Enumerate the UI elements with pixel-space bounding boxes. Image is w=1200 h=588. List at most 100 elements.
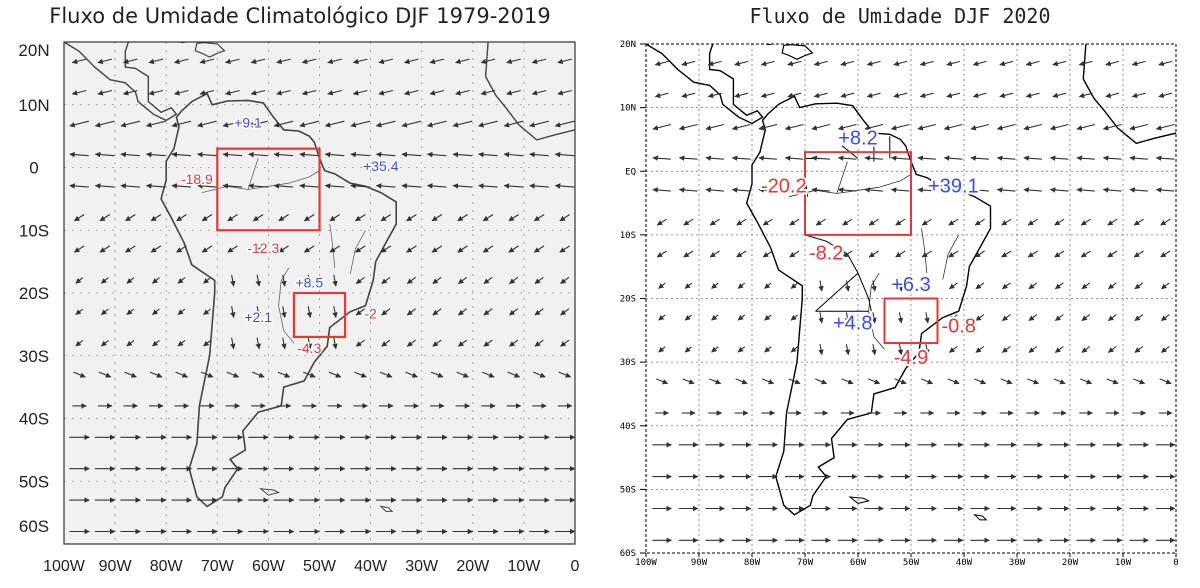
flux-arrow <box>503 151 524 158</box>
flux-arrow <box>709 250 720 258</box>
flux-arrow <box>731 123 751 131</box>
flux-arrow <box>1054 282 1064 290</box>
flux-arrow <box>818 343 824 356</box>
flux-arrow <box>684 282 693 289</box>
latitude-label: 30S <box>19 347 49 366</box>
flux-arrow <box>483 339 493 347</box>
flux-arrow <box>69 120 89 128</box>
flux-arrow <box>784 123 804 131</box>
flux-arrow <box>430 371 444 378</box>
flux-arrow <box>920 378 934 385</box>
flux-arrow <box>841 378 854 385</box>
flux-arrow <box>301 89 317 96</box>
flux-arrow <box>380 245 392 253</box>
flux-arrow <box>403 89 419 96</box>
flux-arrow <box>201 245 213 253</box>
river <box>278 267 295 344</box>
flux-arrow <box>378 58 394 65</box>
flux-arrow <box>120 120 141 128</box>
flux-arrow <box>1054 345 1064 353</box>
flux-arrow <box>252 214 264 222</box>
flux-arrow <box>176 245 187 253</box>
flux-arrow <box>683 250 694 258</box>
flux-arrow <box>506 58 521 65</box>
flux-arrow <box>125 245 136 253</box>
flux-arrow <box>705 187 724 193</box>
flux-value-negative: -20.2 <box>761 175 807 197</box>
flux-arrow <box>711 346 719 353</box>
flux-arrow <box>970 155 989 161</box>
flux-arrow <box>250 89 266 96</box>
flux-arrow <box>893 60 908 67</box>
flux-arrow <box>301 58 317 65</box>
flux-arrow <box>197 183 217 189</box>
flux-arrow <box>681 60 696 67</box>
longitude-label: 70W <box>797 558 814 568</box>
flux-arrow <box>230 337 236 350</box>
flux-arrow <box>897 280 904 292</box>
flux-arrow <box>506 89 521 96</box>
flux-arrow <box>815 250 826 258</box>
flux-arrow <box>1028 314 1038 322</box>
flux-arrow <box>837 187 857 193</box>
flux-arrow <box>226 371 240 378</box>
flux-arrow <box>324 183 345 189</box>
flux-arrow <box>554 151 575 158</box>
flux-arrow <box>678 123 698 131</box>
flux-arrow <box>329 245 340 253</box>
flux-arrow <box>842 218 853 226</box>
flux-arrow <box>1134 314 1144 322</box>
flux-arrow <box>895 218 906 226</box>
flux-arrow <box>948 314 958 322</box>
flux-arrow <box>1134 282 1144 290</box>
flux-arrow <box>652 123 672 131</box>
flux-arrow <box>871 312 877 324</box>
flux-arrow <box>248 183 268 189</box>
flux-arrow <box>656 250 667 258</box>
climatology-map: 20N 10N 0 10S 20S 30S 40S 50S 60S 100W 90W 80W 70W 60… <box>18 41 579 575</box>
analysis-box <box>883 297 939 345</box>
flux-arrow <box>222 183 243 189</box>
flux-arrow <box>1079 378 1093 385</box>
flux-arrow <box>94 151 115 158</box>
flux-arrow <box>201 214 213 222</box>
flux-arrow <box>948 218 959 226</box>
flux-arrow <box>788 378 801 385</box>
flux-arrow <box>557 58 572 65</box>
flux-arrow <box>1052 60 1067 67</box>
flux-arrow <box>737 282 746 289</box>
flux-arrow <box>248 151 268 158</box>
flux-arrow <box>814 378 828 385</box>
flux-arrow <box>533 371 546 378</box>
flux-arrow <box>656 218 667 226</box>
country-border <box>804 234 872 312</box>
flux-arrow <box>658 314 666 321</box>
flux-arrow <box>731 155 751 161</box>
flux-arrow <box>1027 250 1038 258</box>
flux-arrow <box>758 187 777 193</box>
flux-arrow <box>150 245 162 253</box>
south-america-coastline <box>745 95 992 516</box>
flux-arrow <box>996 123 1016 131</box>
flux-arrow <box>760 92 775 99</box>
river <box>942 234 960 280</box>
flux-arrow <box>99 214 111 222</box>
flux-arrow <box>375 151 396 158</box>
flux-arrow <box>431 245 443 253</box>
flux-arrow <box>173 89 189 96</box>
flux-arrow <box>281 274 287 287</box>
flux-arrow <box>1076 155 1095 161</box>
flux-arrow <box>1076 123 1096 131</box>
flux-value-positive: +8.2 <box>838 128 877 150</box>
flux-arrow <box>406 276 417 285</box>
flux-arrow <box>177 339 186 347</box>
longitude-label: 20W <box>1062 558 1079 568</box>
flux-arrow <box>171 183 192 189</box>
flux-arrow <box>73 214 85 222</box>
flux-arrow <box>787 60 802 67</box>
flux-arrow <box>683 218 694 226</box>
flux-arrow <box>1078 60 1093 67</box>
latitude-label: 30S <box>620 358 636 368</box>
flux-arrow <box>919 60 934 67</box>
flux-arrow <box>273 151 294 158</box>
